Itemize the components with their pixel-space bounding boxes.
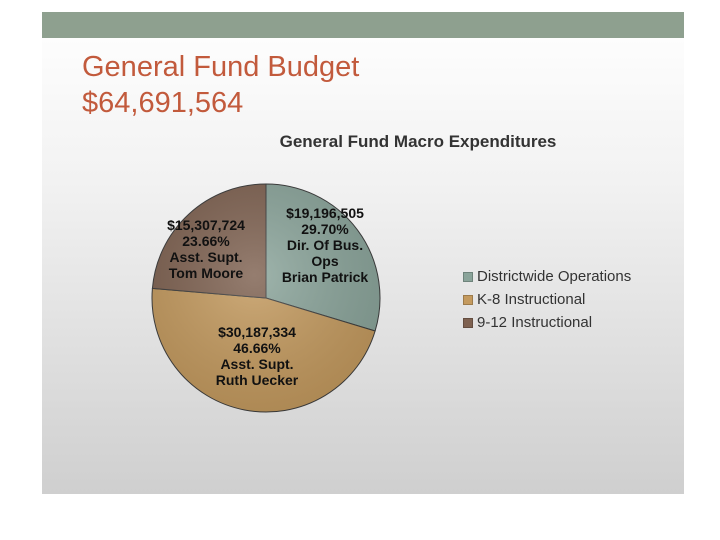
pie-chart: $19,196,505 29.70% Dir. Of Bus. Ops Brian Pa… [151,183,381,413]
legend-item-districtwide-operations: Districtwide Operations [463,265,631,288]
slice-data-label: $30,187,334 46.66% Asst. Supt. Ruth Uecker [216,324,299,388]
legend-label: 9-12 Instructional [477,314,593,331]
slice-label-line: $30,187,334 [218,324,296,340]
slice-label-line: Ruth Uecker [216,372,299,388]
chart-legend: Districtwide Operations K-8 Instructiona… [463,265,631,334]
legend-swatch [463,294,473,305]
slide-header-bar [42,12,684,38]
slice-label-line: $15,307,724 [167,217,245,233]
slide: General Fund Budget $64,691,564 General … [42,12,684,494]
slice-label-line: 23.66% [182,233,230,249]
slice-label-line: Asst. Supt. [220,356,293,372]
legend-swatch [463,271,473,282]
slice-label-line: Tom Moore [169,265,244,281]
legend-label: K-8 Instructional [477,291,586,308]
chart-title: General Fund Macro Expenditures [279,132,557,151]
slice-label-line: Ops [311,253,338,269]
slice-data-label: $19,196,505 29.70% Dir. Of Bus. Ops Brian Pa… [282,205,369,285]
slice-label-line: Asst. Supt. [169,249,242,265]
slide-title: General Fund Budget [82,51,360,83]
slide-title-amount: $64,691,564 [82,87,244,119]
legend-item-k8-instructional: K-8 Instructional [463,288,631,311]
slice-data-label: $15,307,724 23.66% Asst. Supt. Tom Moore [167,217,245,281]
legend-item-9-12-instructional: 9-12 Instructional [463,311,631,334]
slice-label-line: 46.66% [233,340,281,356]
slice-label-line: Dir. Of Bus. [287,237,363,253]
legend-label: Districtwide Operations [477,268,632,285]
slice-label-line: $19,196,505 [286,205,364,221]
legend-swatch [463,317,473,328]
slice-label-line: Brian Patrick [282,269,369,285]
slice-label-line: 29.70% [301,221,349,237]
